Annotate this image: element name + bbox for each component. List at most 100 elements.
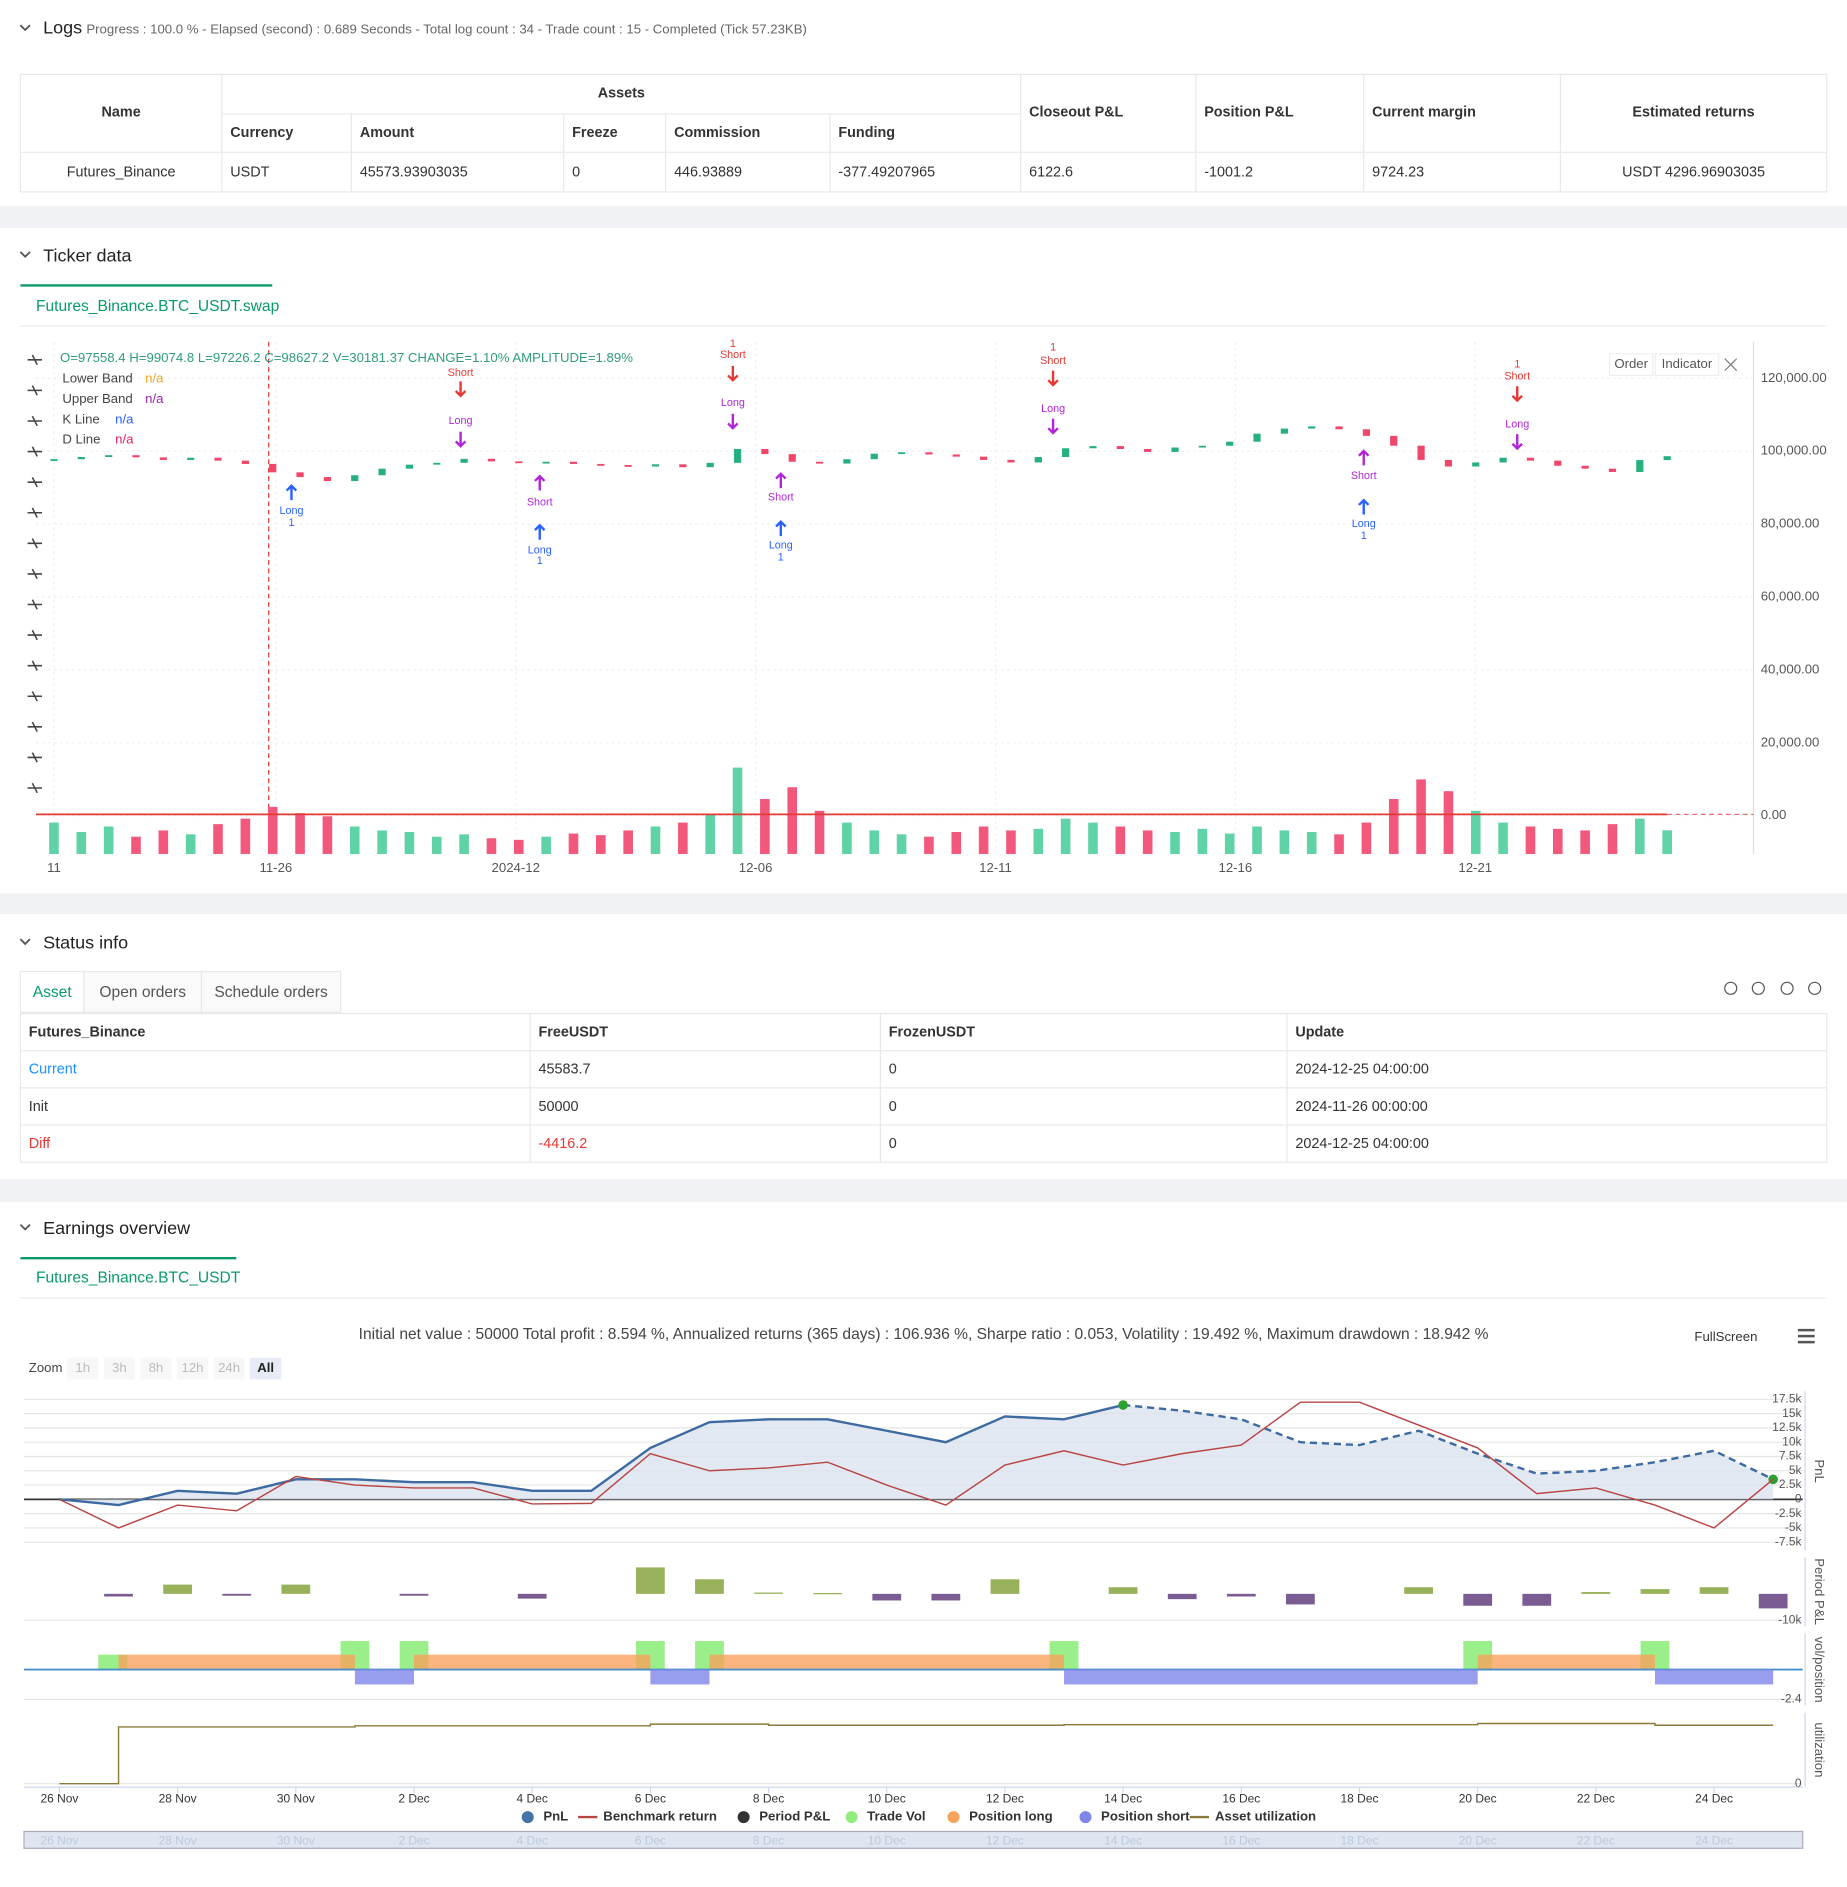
chart-button[interactable] bbox=[1608, 353, 1654, 377]
tool-icon[interactable] bbox=[27, 507, 42, 518]
candle-body bbox=[1636, 460, 1644, 472]
x-tick-label: 12-06 bbox=[739, 860, 773, 875]
table-cell: USDT 4296.96903035 bbox=[1622, 165, 1765, 181]
tool-icon[interactable] bbox=[27, 415, 42, 427]
legend-label[interactable]: Benchmark return bbox=[603, 1809, 717, 1824]
table-header: Freeze bbox=[572, 125, 618, 141]
collapse-icon[interactable] bbox=[19, 938, 31, 946]
volume-bar bbox=[1334, 834, 1344, 854]
zoom-button[interactable] bbox=[213, 1357, 245, 1380]
tab[interactable] bbox=[19, 970, 85, 1013]
chart-button[interactable] bbox=[1654, 353, 1720, 377]
candle-body bbox=[542, 461, 550, 464]
table-cell: 446.93889 bbox=[674, 165, 742, 181]
fullscreen[interactable]: FullScreen bbox=[1694, 1329, 1757, 1344]
legend-label[interactable]: Position long bbox=[969, 1809, 1053, 1824]
table-cell: 9724.23 bbox=[1372, 165, 1424, 181]
table-cell: Init bbox=[29, 1099, 48, 1115]
signal-arrow bbox=[775, 472, 787, 489]
navigator[interactable] bbox=[23, 1830, 1804, 1849]
candle-body bbox=[761, 448, 769, 455]
expand-icon[interactable] bbox=[1724, 358, 1738, 372]
signal-arrow bbox=[1358, 449, 1370, 466]
tab[interactable]: Futures_Binance.BTC_USDT bbox=[36, 1270, 241, 1287]
tool-icon[interactable] bbox=[27, 538, 42, 549]
legend-label[interactable]: Position short bbox=[1101, 1809, 1190, 1824]
volume-bar bbox=[1635, 818, 1645, 854]
collapse-icon[interactable] bbox=[19, 1223, 31, 1231]
signal-label: Long bbox=[721, 397, 745, 409]
period-pnl-bar bbox=[1699, 1587, 1729, 1594]
candle-body bbox=[1444, 459, 1453, 467]
tool-icon[interactable] bbox=[27, 782, 42, 794]
period-pnl-bar bbox=[1463, 1593, 1493, 1606]
volume-bar bbox=[213, 824, 223, 854]
legend-label[interactable]: Trade Vol bbox=[867, 1809, 925, 1824]
y-tick-label: 100,000.00 bbox=[1761, 443, 1827, 458]
table-header: Name bbox=[102, 105, 141, 121]
tool-icon[interactable] bbox=[27, 385, 42, 396]
axis-title: PnL bbox=[1812, 1459, 1827, 1482]
volume-bar bbox=[1006, 830, 1016, 854]
axis-title: utilization bbox=[1812, 1722, 1827, 1777]
period-pnl-bar bbox=[517, 1593, 547, 1599]
legend-label[interactable]: Asset utilization bbox=[1215, 1809, 1316, 1824]
table-cell: 0 bbox=[889, 1062, 897, 1078]
collapse-icon[interactable] bbox=[19, 251, 31, 258]
volume-bar bbox=[431, 836, 442, 854]
tool-icon[interactable] bbox=[27, 446, 42, 457]
tool-icon[interactable] bbox=[27, 660, 42, 671]
x-tick-label: 28 Nov bbox=[159, 1791, 197, 1805]
zoom-button[interactable] bbox=[176, 1357, 209, 1380]
ohlc-info: O=97558.4 H=99074.8 L=97226.2 C=98627.2 … bbox=[60, 350, 633, 365]
period-pnl-bar bbox=[990, 1579, 1020, 1594]
tool-icon[interactable] bbox=[27, 721, 42, 732]
toolbar-icon[interactable] bbox=[1751, 981, 1765, 995]
legend-label[interactable]: Period P&L bbox=[759, 1809, 830, 1824]
position-span bbox=[1477, 1654, 1655, 1670]
volume-bar bbox=[1388, 799, 1399, 854]
tool-icon[interactable] bbox=[27, 354, 42, 365]
tool-icon[interactable] bbox=[27, 691, 42, 702]
tool-icon[interactable] bbox=[27, 599, 42, 610]
legend-label[interactable]: PnL bbox=[543, 1809, 568, 1824]
table-cell: 2024-12-25 04:00:00 bbox=[1295, 1136, 1428, 1152]
table-cell: 50000 bbox=[539, 1099, 579, 1115]
tool-icon[interactable] bbox=[27, 477, 42, 488]
x-tick-label: 16 Dec bbox=[1222, 1791, 1260, 1805]
zoom-button[interactable] bbox=[67, 1357, 99, 1380]
tool-icon[interactable] bbox=[27, 629, 42, 641]
signal-label: Short bbox=[720, 349, 746, 361]
table-cell: 0 bbox=[889, 1136, 897, 1152]
volume-bar bbox=[1088, 822, 1098, 854]
table-cell: -377.49207965 bbox=[838, 165, 935, 181]
candle-body bbox=[159, 457, 167, 460]
candle-body bbox=[706, 462, 714, 468]
zoom-button[interactable] bbox=[250, 1357, 282, 1380]
section-title: Logs bbox=[43, 18, 82, 38]
tab[interactable] bbox=[83, 970, 203, 1013]
candle-body bbox=[269, 463, 277, 473]
tool-icon[interactable] bbox=[27, 752, 42, 763]
table-header: Amount bbox=[360, 125, 415, 141]
tab[interactable] bbox=[200, 970, 342, 1013]
zoom-button[interactable] bbox=[140, 1357, 172, 1380]
y-tick-label: 2.5k bbox=[1779, 1477, 1803, 1491]
toolbar-icon[interactable] bbox=[1780, 981, 1794, 995]
y-tick-label: 0 bbox=[1795, 1776, 1802, 1790]
tool-icon[interactable] bbox=[27, 568, 42, 580]
candle-body bbox=[433, 462, 441, 465]
signal-arrow bbox=[1047, 418, 1059, 435]
toolbar-icon[interactable] bbox=[1724, 981, 1738, 995]
menu-icon[interactable] bbox=[1797, 1328, 1815, 1344]
pnl-line-dashed bbox=[1123, 1403, 1774, 1481]
zoom-label: Zoom bbox=[29, 1360, 63, 1375]
volume-bar bbox=[1662, 830, 1672, 854]
zoom-button[interactable] bbox=[103, 1357, 135, 1380]
candle-body bbox=[815, 461, 824, 464]
candle-body bbox=[1335, 426, 1343, 430]
collapse-icon[interactable] bbox=[19, 24, 31, 32]
x-tick-label: 12-11 bbox=[979, 860, 1012, 875]
tab[interactable]: Futures_Binance.BTC_USDT.swap bbox=[36, 298, 280, 315]
toolbar-icon[interactable] bbox=[1808, 981, 1822, 995]
